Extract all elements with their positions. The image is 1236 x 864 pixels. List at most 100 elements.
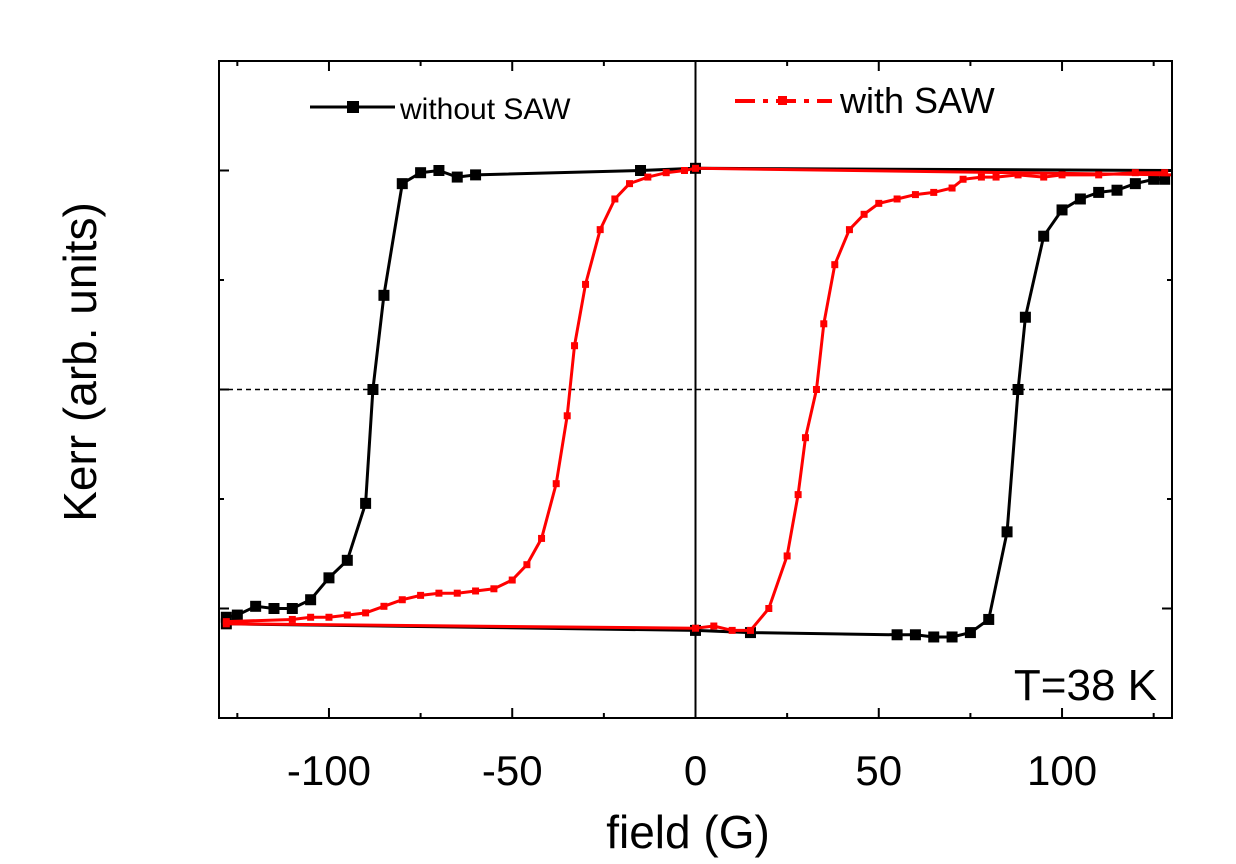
x-tick-label: -50 bbox=[482, 747, 543, 794]
data-point bbox=[1093, 186, 1105, 198]
data-point bbox=[1038, 230, 1050, 242]
data-point bbox=[268, 603, 280, 614]
legend-marker bbox=[347, 101, 359, 113]
data-point bbox=[220, 611, 232, 623]
data-point bbox=[681, 167, 689, 174]
data-point bbox=[490, 585, 498, 593]
data-point bbox=[946, 631, 958, 643]
legend-symbol-with-saw bbox=[735, 96, 832, 105]
data-point bbox=[831, 261, 839, 269]
data-point bbox=[644, 173, 652, 181]
data-point bbox=[635, 165, 647, 176]
data-point bbox=[523, 561, 531, 569]
y-axis-title: Kerr (arb. units) bbox=[54, 202, 106, 522]
data-point bbox=[286, 603, 298, 614]
data-point bbox=[983, 613, 995, 625]
data-point bbox=[596, 226, 604, 234]
data-point bbox=[472, 587, 480, 595]
x-axis-title: field (G) bbox=[606, 806, 770, 858]
data-point bbox=[710, 622, 718, 630]
series-0 bbox=[220, 162, 1173, 643]
data-point bbox=[563, 412, 571, 420]
data-point bbox=[343, 611, 351, 619]
data-point bbox=[783, 552, 791, 560]
data-point bbox=[307, 613, 315, 621]
data-point bbox=[417, 591, 425, 599]
x-tick-label: 0 bbox=[684, 747, 707, 794]
data-point bbox=[1056, 204, 1068, 216]
x-tick-labels: -100 -50 0 50 100 bbox=[287, 747, 1097, 794]
x-tick-label: 50 bbox=[855, 747, 902, 794]
data-point bbox=[977, 173, 985, 181]
data-point bbox=[930, 188, 938, 196]
series-line-sweep_down bbox=[226, 166, 1173, 624]
data-point bbox=[692, 164, 699, 172]
legend-symbol-without-saw bbox=[310, 101, 395, 113]
data-point bbox=[662, 169, 670, 177]
data-point bbox=[1019, 311, 1031, 323]
data-point bbox=[801, 434, 809, 442]
data-point bbox=[288, 615, 296, 623]
data-point bbox=[692, 624, 699, 632]
data-point bbox=[231, 609, 243, 621]
data-point bbox=[1074, 193, 1086, 205]
data-point bbox=[1111, 184, 1123, 196]
data-point bbox=[1058, 171, 1066, 179]
legend-label-without-saw: without SAW bbox=[399, 93, 571, 126]
data-point bbox=[794, 491, 802, 499]
data-point bbox=[378, 289, 390, 301]
data-point bbox=[1131, 169, 1139, 177]
data-point bbox=[611, 195, 619, 203]
data-point bbox=[891, 629, 903, 641]
data-point bbox=[1159, 173, 1171, 185]
data-point bbox=[959, 175, 967, 183]
data-point bbox=[323, 572, 335, 584]
data-point bbox=[626, 180, 634, 188]
legend: without SAW with SAW bbox=[310, 80, 995, 126]
data-point bbox=[435, 589, 443, 597]
reference-lines bbox=[219, 61, 1172, 718]
data-point bbox=[367, 384, 379, 395]
x-tick-label: 100 bbox=[1027, 747, 1097, 794]
data-point bbox=[451, 171, 463, 183]
data-point bbox=[396, 178, 408, 190]
data-point bbox=[1095, 171, 1103, 179]
data-point bbox=[433, 165, 445, 176]
data-point bbox=[728, 626, 736, 634]
series-line-sweep_up bbox=[226, 171, 1165, 632]
data-point bbox=[538, 534, 546, 542]
data-point bbox=[508, 576, 516, 584]
legend-marker bbox=[778, 96, 787, 105]
data-point bbox=[453, 589, 461, 597]
data-point bbox=[1012, 384, 1024, 395]
data-point bbox=[746, 626, 754, 634]
data-point bbox=[909, 629, 921, 641]
data-point bbox=[875, 199, 883, 207]
temperature-annotation: T=38 K bbox=[1014, 661, 1157, 710]
data-point bbox=[860, 210, 868, 218]
data-point bbox=[398, 596, 406, 604]
data-point bbox=[571, 342, 579, 350]
data-point bbox=[250, 600, 262, 612]
data-point bbox=[582, 280, 590, 288]
data-point bbox=[948, 184, 956, 192]
data-point bbox=[992, 173, 1000, 181]
data-series bbox=[220, 162, 1173, 643]
data-point bbox=[305, 594, 317, 606]
data-point bbox=[362, 609, 370, 617]
data-point bbox=[765, 605, 773, 612]
data-point bbox=[222, 620, 230, 628]
data-point bbox=[820, 320, 828, 328]
data-point bbox=[1148, 173, 1160, 185]
x-tick-label: -100 bbox=[287, 747, 371, 794]
data-point bbox=[380, 602, 388, 610]
series-1 bbox=[222, 164, 1173, 634]
data-point bbox=[1129, 178, 1141, 190]
data-point bbox=[470, 169, 482, 181]
data-point bbox=[1040, 173, 1048, 181]
data-point bbox=[360, 497, 372, 509]
data-point bbox=[845, 226, 853, 234]
data-point bbox=[1001, 526, 1013, 538]
data-point bbox=[552, 480, 560, 488]
